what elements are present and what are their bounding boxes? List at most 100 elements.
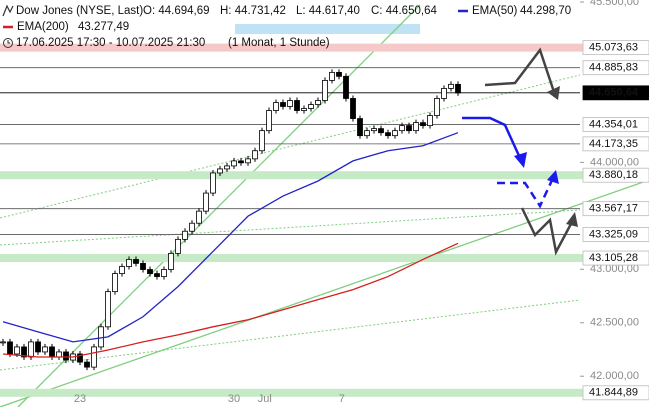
scenario-arrows [462, 47, 578, 256]
level-label: 41.844,89 [589, 387, 638, 399]
x-tick-label: 23 [74, 393, 86, 405]
candle [126, 259, 132, 267]
candle [245, 158, 251, 164]
x-tick-label: 7 [339, 393, 345, 405]
candle [112, 273, 118, 293]
ohlc-close: C: 44.650,64 [371, 5, 437, 17]
candle [371, 128, 377, 132]
level-label: 43.567,17 [589, 203, 638, 215]
candle [413, 122, 419, 132]
candle [315, 100, 321, 105]
period: 17.06.2025 17:30 - 10.07.2025 21:30 [16, 37, 205, 49]
y-tick-label: 44.000,00 [590, 156, 639, 168]
level-label: 44.354,01 [589, 118, 638, 130]
level-label: 45.073,63 [589, 42, 638, 54]
candle [231, 160, 237, 167]
level-label: 43.325,09 [589, 228, 638, 240]
trend-line [17, 4, 421, 407]
level-label: 44.885,83 [589, 62, 638, 74]
legend-value: 43.277,49 [78, 21, 129, 33]
legend-name: EMA(200) [17, 21, 69, 33]
candle [266, 110, 272, 132]
candle [259, 130, 265, 152]
candle [364, 130, 370, 137]
level-zone [0, 43, 649, 52]
chart-title: Dow Jones (NYSE, Last) [16, 5, 143, 17]
candle [427, 115, 433, 127]
interval: (1 Monat, 1 Stunde) [228, 37, 330, 49]
trend-line [0, 209, 581, 246]
candle [343, 75, 349, 99]
candle [217, 168, 223, 174]
highlight-box [235, 24, 420, 34]
ema-line [2, 242, 459, 358]
arrow [484, 47, 557, 96]
clock-hand [7, 40, 10, 44]
candle [196, 210, 202, 224]
candle [273, 102, 279, 111]
candle [434, 98, 440, 116]
candle [168, 252, 174, 270]
candle [294, 100, 300, 111]
level-label-box [582, 60, 649, 76]
plot [0, 69, 461, 371]
level-label-box [582, 136, 649, 152]
level-label-box [582, 201, 649, 217]
level-label-box [582, 40, 649, 56]
level-label: 44.173,35 [589, 138, 638, 150]
candle [301, 108, 307, 111]
candle [105, 291, 111, 328]
candle [357, 118, 363, 137]
price-axis: 23 30 Jul 7 45.500,00 44.000,00 43.000,00 42.50… [74, 0, 649, 405]
level-label-box [582, 167, 649, 183]
ema-line [2, 132, 459, 343]
level-label: 44.650,64 [589, 87, 639, 99]
candle [441, 88, 447, 99]
candle [399, 125, 405, 132]
level-zone [0, 171, 649, 180]
background-drawings [0, 4, 649, 407]
y-tick-label: 42.500,00 [590, 317, 639, 329]
candle [0, 341, 6, 344]
candle [28, 341, 34, 358]
candle [210, 172, 216, 194]
candle [385, 132, 391, 137]
candle [42, 346, 48, 353]
legend-value: 44.298,70 [520, 5, 571, 17]
arrow [497, 177, 555, 209]
ohlc-open: O: 44.694,69 [143, 5, 210, 17]
candle [182, 230, 188, 240]
ohlc-low: L: 44.617,40 [296, 5, 360, 17]
candle [49, 346, 55, 358]
candle [378, 128, 384, 134]
level-zone [0, 254, 649, 263]
candle [329, 71, 335, 81]
candle [14, 346, 20, 355]
candle [287, 100, 293, 107]
candle [392, 130, 398, 137]
arrow-head [547, 86, 560, 100]
candle [308, 104, 314, 109]
candle [350, 98, 356, 119]
level-zone [0, 388, 649, 397]
clock-icon [3, 38, 13, 48]
candle [119, 266, 125, 274]
y-tick-label: 45.500,00 [590, 0, 639, 8]
arrow-head [514, 152, 527, 168]
candle [420, 122, 426, 127]
candle [189, 222, 195, 232]
candle [406, 125, 412, 132]
y-tick-label: 43.000,00 [590, 263, 639, 275]
candle [35, 341, 41, 353]
candle [161, 269, 167, 277]
candle [280, 102, 286, 107]
candle [175, 238, 181, 254]
level-label-box [582, 85, 649, 101]
legend-name: EMA(50) [472, 5, 518, 17]
arrow-head [547, 170, 559, 184]
candle [98, 326, 104, 348]
level-label-box [582, 117, 649, 132]
level-label-box [582, 385, 649, 401]
header: Dow Jones (NYSE, Last) O: 44.694,69 H: 4… [2, 4, 571, 49]
